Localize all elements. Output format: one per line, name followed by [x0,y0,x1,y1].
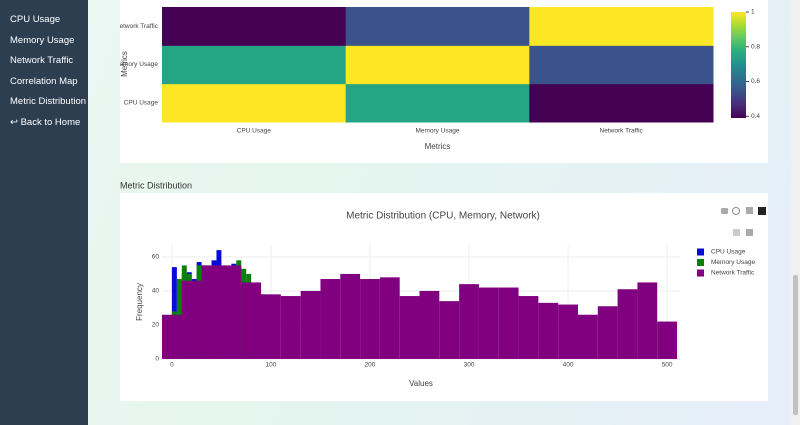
pan-icon[interactable] [746,207,753,214]
y-tick-label: Network Traffic [115,23,159,30]
histogram-bar [439,301,460,359]
zoom-in-icon[interactable] [733,229,740,236]
y-tick-label: 40 [152,288,160,295]
x-axis-label: Metrics [425,142,451,151]
heatmap-cell [529,83,714,123]
nav-link[interactable]: Metric Distribution [10,96,87,107]
y-tick-label: Memory Usage [114,61,158,68]
camera-icon[interactable] [721,208,728,214]
histogram-bar [261,294,281,359]
legend-label: Memory Usage [711,259,755,266]
heatmap-cell [529,7,714,46]
x-tick-label: Network Traffic [600,128,644,135]
legend-swatch [697,269,704,277]
histogram-bar [162,314,182,359]
zoom-out-icon[interactable] [746,229,753,236]
histogram-bar [360,279,380,359]
histogram-bar [478,287,499,359]
histogram-bar [241,282,262,359]
histogram-bar [518,296,539,359]
histogram-bar [558,304,578,359]
x-tick-label: 200 [365,362,376,369]
nav-link[interactable]: Memory Usage [10,35,75,46]
histogram-bar [300,290,321,359]
histogram-bar [280,296,301,359]
nav-link[interactable]: ↩ Back to Home [10,117,81,128]
histogram-bar [597,306,618,359]
plotly-logo[interactable] [758,207,766,215]
scrollbar [791,0,800,425]
colorbar-tick-label: 0.6 [751,78,760,85]
x-tick-label: 100 [266,362,277,369]
heatmap-cell [345,7,530,46]
histogram-bar [201,265,222,359]
nav-link[interactable]: Correlation Map [10,76,78,87]
x-tick-label: 400 [563,362,574,369]
scrollbar-thumb[interactable] [793,275,798,415]
legend-swatch [697,248,704,256]
heatmap-cell [162,83,347,123]
y-tick-label: 0 [155,356,159,363]
y-tick-label: CPU Usage [124,100,159,107]
heatmap-cell [345,83,530,123]
x-tick-label: 300 [464,362,475,369]
modebar [721,207,766,236]
x-tick-label: 0 [170,362,174,369]
histogram-bar [617,289,638,359]
chart-title: Metric Distribution (CPU, Memory, Networ… [346,211,540,222]
bars [162,250,678,359]
heatmap-cell [345,45,530,85]
histogram-bar [657,321,678,359]
colorbar-tick-label: 1 [751,9,755,16]
histogram-bar [399,296,420,359]
zoom-icon[interactable] [732,207,740,215]
x-tick-label: CPU Usage [237,128,272,135]
x-axis-label: Values [409,379,433,388]
heatmap-cell [529,45,714,85]
heatmap-cell [162,7,347,46]
histogram-bar [577,314,598,359]
histogram-bar [459,284,479,359]
section-title: Metric Distribution [120,180,192,190]
y-axis-label: Frequency [135,283,144,321]
colorbar-tick-label: 0.8 [751,43,760,50]
y-tick-label: 20 [152,322,160,329]
legend-label: CPU Usage [711,249,746,256]
y-axis-label: Metrics [120,51,129,77]
histogram-bar [340,273,361,359]
colorbar [731,12,746,118]
histogram-bar [637,282,658,359]
heatmap-cell [162,45,347,85]
x-tick-label: Memory Usage [415,128,459,135]
y-tick-label: 60 [152,254,160,261]
histogram-bar [498,287,519,359]
x-tick-label: 500 [662,362,673,369]
histogram-bar [419,290,440,359]
nav-link[interactable]: CPU Usage [10,14,61,25]
colorbar-tick-label: 0.4 [751,113,760,120]
histogram-bar [379,277,400,359]
legend-swatch [697,259,704,266]
heatmap: CPU Usage Memory Usage Network Traffic CPU … [114,7,714,151]
histogram-bar [181,280,202,359]
legend-label: Network Traffic [711,270,755,277]
histogram-bar [538,302,559,359]
sidebar: CPU Usage Memory Usage Network Traffic Corr… [0,0,88,425]
histogram-bar [320,279,341,359]
histogram-bar [221,265,242,359]
nav-link[interactable]: Network Traffic [10,55,74,66]
